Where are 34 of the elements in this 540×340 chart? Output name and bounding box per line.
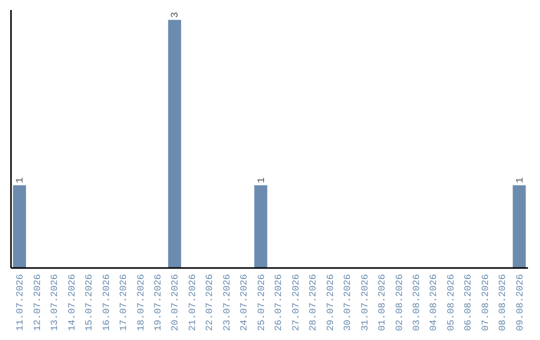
x-tick-label: 23.07.2026	[221, 274, 232, 332]
x-tick-label: 15.07.2026	[84, 274, 95, 332]
x-tick-label: 26.07.2026	[273, 274, 284, 332]
x-tick-label: 27.07.2026	[290, 274, 302, 332]
x-tick-label: 05.08.2026	[445, 274, 456, 332]
data-label: 3	[170, 12, 182, 18]
x-tick-label: 17.07.2026	[118, 274, 130, 332]
x-tick-label: 11.07.2026	[14, 274, 26, 332]
x-tick-label: 19.07.2026	[152, 274, 164, 332]
x-tick-label: 07.08.2026	[480, 274, 491, 332]
x-tick-label: 25.07.2026	[256, 274, 267, 332]
x-tick-label: 29.07.2026	[324, 274, 336, 332]
x-tick-label: 30.07.2026	[342, 274, 354, 332]
x-tick-label: 28.07.2026	[308, 274, 319, 332]
x-tick-label: 16.07.2026	[100, 274, 112, 332]
x-tick-label: 24.07.2026	[238, 274, 250, 332]
x-tick-label: 18.07.2026	[135, 274, 146, 332]
data-label: 1	[256, 177, 268, 184]
x-tick-label: 02.08.2026	[394, 274, 405, 332]
x-tick-label: 13.07.2026	[49, 274, 60, 332]
x-tick-label: 14.07.2026	[66, 274, 78, 332]
x-tick-label: 22.07.2026	[204, 274, 216, 332]
data-label: 1	[16, 177, 26, 184]
x-tick-label: 21.07.2026	[186, 274, 198, 332]
data-label: 1	[515, 177, 526, 184]
x-tick-label: 04.08.2026	[428, 274, 440, 332]
x-tick-label: 06.08.2026	[462, 274, 474, 332]
x-tick-label: 09.08.2026	[514, 274, 526, 332]
x-tick-label: 08.08.2026	[497, 274, 508, 332]
x-tick-label: 03.08.2026	[410, 274, 422, 332]
x-tick-label: 20.07.2026	[170, 274, 181, 332]
x-tick-label: 31.07.2026	[359, 274, 370, 332]
x-tick-label: 12.07.2026	[32, 274, 43, 332]
x-tick-label: 01.08.2026	[376, 274, 388, 332]
